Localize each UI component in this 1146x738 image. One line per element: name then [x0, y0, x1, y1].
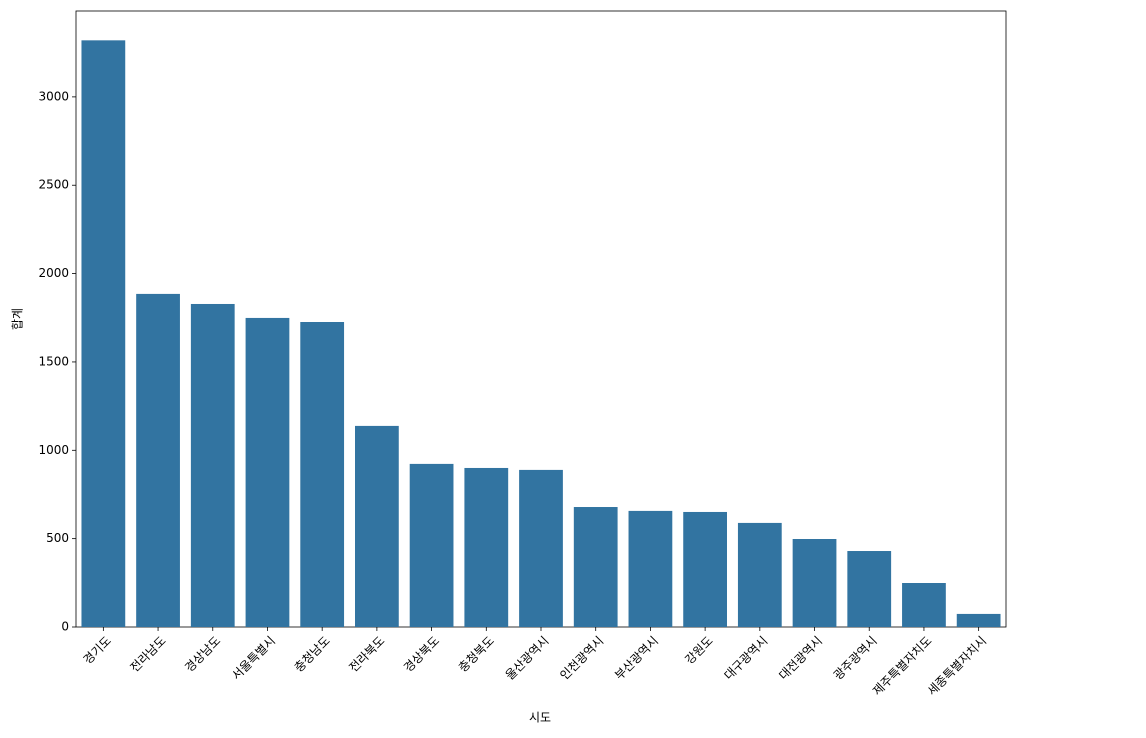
bar	[902, 583, 946, 627]
x-tick-label: 경상북도	[401, 634, 442, 675]
y-tick-label: 500	[46, 531, 69, 545]
bar	[81, 40, 126, 628]
bar	[190, 303, 235, 627]
x-tick-label: 울산광역시	[503, 634, 552, 683]
x-tick-label: 경상남도	[182, 634, 223, 675]
x-tick-label: 대전광역시	[776, 634, 825, 683]
x-tick-label: 충청남도	[292, 634, 333, 675]
bar	[245, 317, 290, 627]
bar	[355, 425, 399, 627]
bar	[464, 467, 509, 627]
bar	[573, 507, 618, 627]
bar	[792, 539, 837, 627]
x-tick-label: 대구광역시	[721, 634, 770, 683]
y-tick-label: 0	[61, 620, 69, 634]
x-tick-label: 경기도	[81, 634, 114, 667]
x-tick-label: 서울특별시	[229, 634, 278, 683]
x-tick-label: 전라북도	[346, 634, 387, 675]
x-tick-label: 광주광역시	[831, 634, 880, 683]
x-axis-label: 시도	[529, 711, 551, 725]
y-tick-label: 1000	[38, 443, 69, 457]
bar	[409, 463, 454, 627]
x-tick-label: 세종특별자치시	[925, 634, 990, 699]
y-tick-label: 1500	[38, 354, 69, 368]
x-tick-label: 충청북도	[456, 634, 497, 675]
bar	[847, 551, 892, 627]
x-tick-label: 인천광역시	[557, 633, 607, 683]
y-tick-label: 2500	[38, 178, 69, 192]
bar	[300, 322, 345, 627]
bar	[628, 510, 673, 627]
y-tick-label: 3000	[38, 89, 69, 103]
y-tick-label: 2000	[38, 266, 69, 280]
bar	[956, 613, 1001, 627]
bar	[519, 469, 563, 627]
bar	[683, 511, 727, 627]
y-axis-label: 합계	[11, 308, 25, 330]
x-tick-label: 부산광역시	[612, 634, 661, 683]
bar	[737, 522, 782, 627]
bar	[136, 293, 180, 627]
x-tick-label: 전라남도	[128, 634, 169, 675]
x-tick-label: 강원도	[682, 634, 715, 667]
